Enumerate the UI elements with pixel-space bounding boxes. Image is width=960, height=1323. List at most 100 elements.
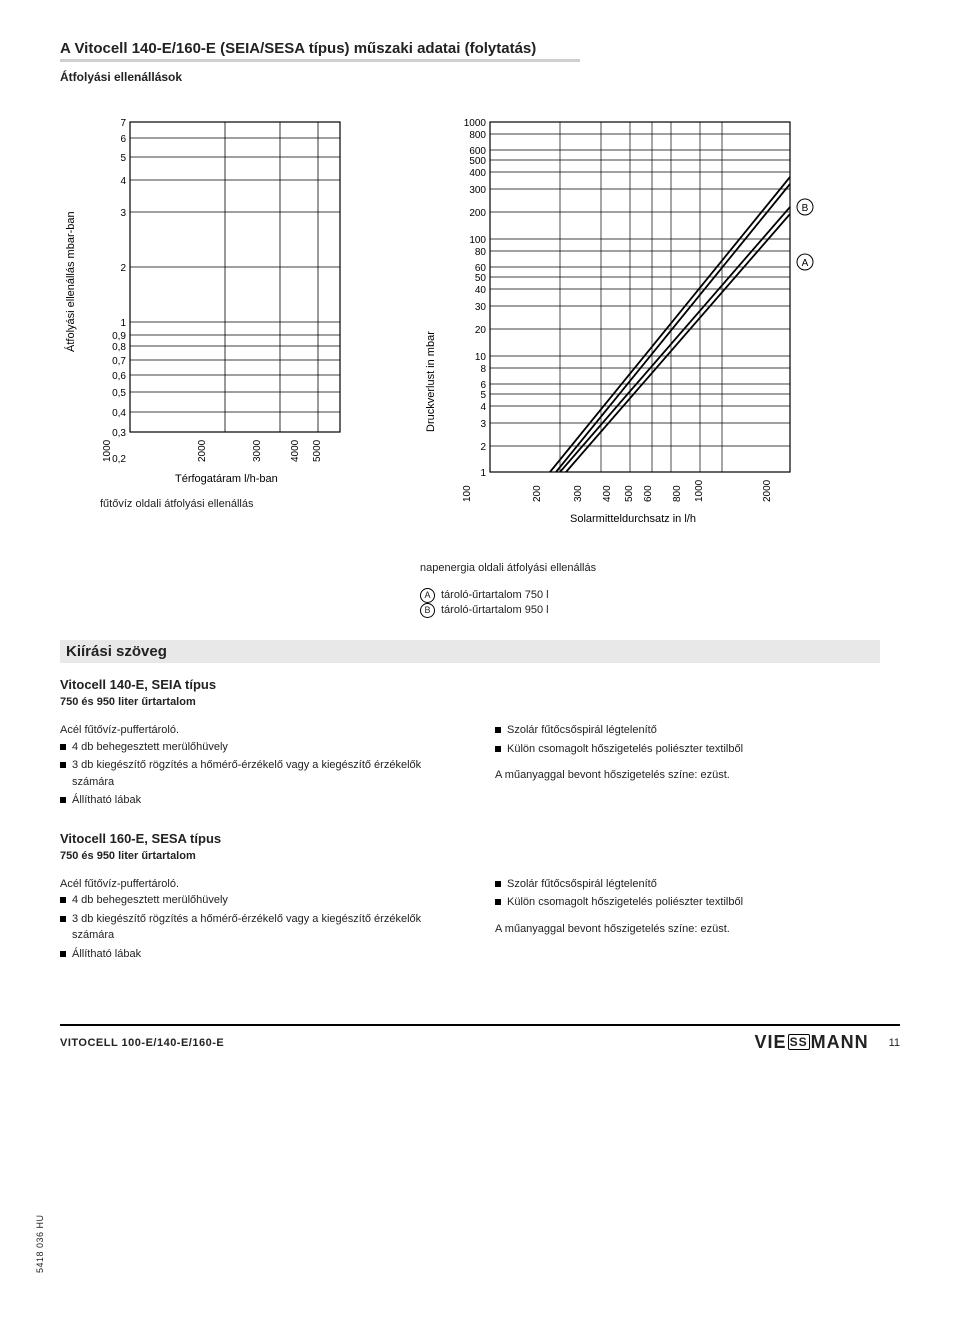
chart-left-svg: Átfolyási ellenállás mbar-ban (60, 102, 380, 492)
product1-rb1: Külön csomagolt hőszigetelés poliészter … (507, 741, 743, 758)
svg-text:400: 400 (469, 168, 486, 179)
svg-text:A: A (802, 258, 809, 269)
chart-left-plot (130, 122, 340, 432)
product1-lb0: 4 db behegesztett merülőhüvely (72, 739, 228, 756)
product2-lb1: 3 db kiegészítő rögzítés a hőmérő-érzéke… (72, 911, 465, 944)
svg-text:300: 300 (469, 185, 486, 196)
side-code: 5418 036 HU (35, 1214, 45, 1273)
svg-text:0,8: 0,8 (112, 342, 126, 353)
product2-title: Vitocell 160-E, SESA típus (60, 831, 900, 846)
svg-text:100: 100 (462, 485, 473, 502)
product2-sub: 750 és 950 liter űrtartalom (60, 850, 900, 862)
svg-text:5: 5 (480, 390, 486, 401)
svg-text:3000: 3000 (252, 439, 263, 462)
svg-text:500: 500 (469, 156, 486, 167)
product2-intro: Acél fűtővíz-puffertároló. (60, 876, 465, 893)
svg-text:0,3: 0,3 (112, 428, 126, 439)
product1-left: Acél fűtővíz-puffertároló. 4 db behegesz… (60, 722, 465, 811)
footer: VITOCELL 100-E/140-E/160-E VIESSMANN 11 (60, 1024, 900, 1053)
product2-right: Szolár fűtőcsőspirál légtelenítő Külön c… (495, 876, 900, 965)
legend-text-b: tároló-űrtartalom 950 l (441, 604, 549, 616)
svg-text:2000: 2000 (762, 479, 773, 502)
svg-text:0,4: 0,4 (112, 408, 126, 419)
svg-text:1000: 1000 (694, 479, 705, 502)
chart-right-xlabel: Solarmitteldurchsatz in l/h (570, 513, 696, 525)
svg-text:300: 300 (573, 485, 584, 502)
product1-cols: Acél fűtővíz-puffertároló. 4 db behegesz… (60, 722, 900, 811)
svg-text:7: 7 (120, 118, 126, 129)
section-heading: Kiírási szöveg (60, 640, 880, 663)
legend-block: napenergia oldali átfolyási ellenállás A… (420, 562, 880, 618)
chart-right-ylabel: Druckverlust in mbar (425, 331, 437, 432)
legend-title: napenergia oldali átfolyási ellenállás (420, 562, 880, 574)
svg-text:4: 4 (480, 402, 486, 413)
chart-right-svg: Druckverlust in mbar (420, 102, 840, 532)
svg-text:0,2: 0,2 (112, 454, 126, 465)
svg-text:3: 3 (120, 208, 126, 219)
product2-tail: A műanyaggal bevont hőszigetelés színe: … (495, 921, 900, 938)
subtitle: Átfolyási ellenállások (60, 70, 900, 84)
footer-left: VITOCELL 100-E/140-E/160-E (60, 1037, 224, 1049)
chart-left-caption: fűtővíz oldali átfolyási ellenállás (100, 498, 380, 510)
brand-logo: VIESSMANN (755, 1032, 869, 1053)
product2-lb0: 4 db behegesztett merülőhüvely (72, 892, 228, 909)
legend-key-a: A (420, 588, 435, 603)
svg-text:30: 30 (475, 302, 487, 313)
svg-text:2000: 2000 (197, 439, 208, 462)
svg-text:5000: 5000 (312, 439, 323, 462)
svg-text:B: B (802, 203, 809, 214)
svg-text:40: 40 (475, 285, 487, 296)
product2-left: Acél fűtővíz-puffertároló. 4 db behegesz… (60, 876, 465, 965)
svg-text:0,6: 0,6 (112, 371, 126, 382)
svg-text:200: 200 (532, 485, 543, 502)
chart-left: Átfolyási ellenállás mbar-ban (60, 102, 380, 532)
svg-text:20: 20 (475, 325, 487, 336)
page-number: 11 (889, 1037, 900, 1049)
product1-intro: Acél fűtővíz-puffertároló. (60, 722, 465, 739)
chart-right: Druckverlust in mbar (420, 102, 840, 532)
product1-lb2: Állítható lábak (72, 792, 141, 809)
svg-text:2: 2 (120, 263, 126, 274)
svg-text:4: 4 (120, 176, 126, 187)
svg-text:10: 10 (475, 352, 487, 363)
charts-row: Átfolyási ellenállás mbar-ban (60, 102, 900, 532)
product1-title: Vitocell 140-E, SEIA típus (60, 677, 900, 692)
product2-rb1: Külön csomagolt hőszigetelés poliészter … (507, 894, 743, 911)
svg-text:0,7: 0,7 (112, 356, 126, 367)
svg-text:2: 2 (480, 442, 486, 453)
svg-text:500: 500 (624, 485, 635, 502)
svg-text:1: 1 (480, 468, 486, 479)
legend-items: Atároló-űrtartalom 750 l Btároló-űrtarta… (420, 588, 880, 618)
product1-tail: A műanyaggal bevont hőszigetelés színe: … (495, 767, 900, 784)
legend-key-b: B (420, 603, 435, 618)
svg-text:6: 6 (120, 134, 126, 145)
svg-text:800: 800 (672, 485, 683, 502)
svg-text:800: 800 (469, 130, 486, 141)
page-title: A Vitocell 140-E/160-E (SEIA/SESA típus)… (60, 40, 580, 62)
svg-text:5: 5 (120, 153, 126, 164)
product2-rb0: Szolár fűtőcsőspirál légtelenítő (507, 876, 657, 893)
product1-lb1: 3 db kiegészítő rögzítés a hőmérő-érzéke… (72, 757, 465, 790)
svg-text:1000: 1000 (464, 118, 487, 129)
svg-text:8: 8 (480, 364, 486, 375)
product1-rb0: Szolár fűtőcsőspirál légtelenítő (507, 722, 657, 739)
svg-text:3: 3 (480, 419, 486, 430)
svg-text:400: 400 (602, 485, 613, 502)
chart-right-plot (490, 122, 790, 472)
svg-text:80: 80 (475, 247, 487, 258)
chart-left-xlabel: Térfogatáram l/h-ban (175, 473, 278, 485)
legend-text-a: tároló-űrtartalom 750 l (441, 589, 549, 601)
svg-text:4000: 4000 (290, 439, 301, 462)
svg-text:1: 1 (120, 318, 126, 329)
svg-text:200: 200 (469, 208, 486, 219)
product2-cols: Acél fűtővíz-puffertároló. 4 db behegesz… (60, 876, 900, 965)
svg-text:100: 100 (469, 235, 486, 246)
chart-left-ylabel: Átfolyási ellenállás mbar-ban (64, 211, 77, 352)
svg-text:0,9: 0,9 (112, 331, 126, 342)
product1-sub: 750 és 950 liter űrtartalom (60, 696, 900, 708)
svg-text:1000: 1000 (102, 439, 113, 462)
product2-lb2: Állítható lábak (72, 946, 141, 963)
product1-right: Szolár fűtőcsőspirál légtelenítő Külön c… (495, 722, 900, 811)
svg-text:0,5: 0,5 (112, 388, 126, 399)
svg-text:50: 50 (475, 273, 487, 284)
